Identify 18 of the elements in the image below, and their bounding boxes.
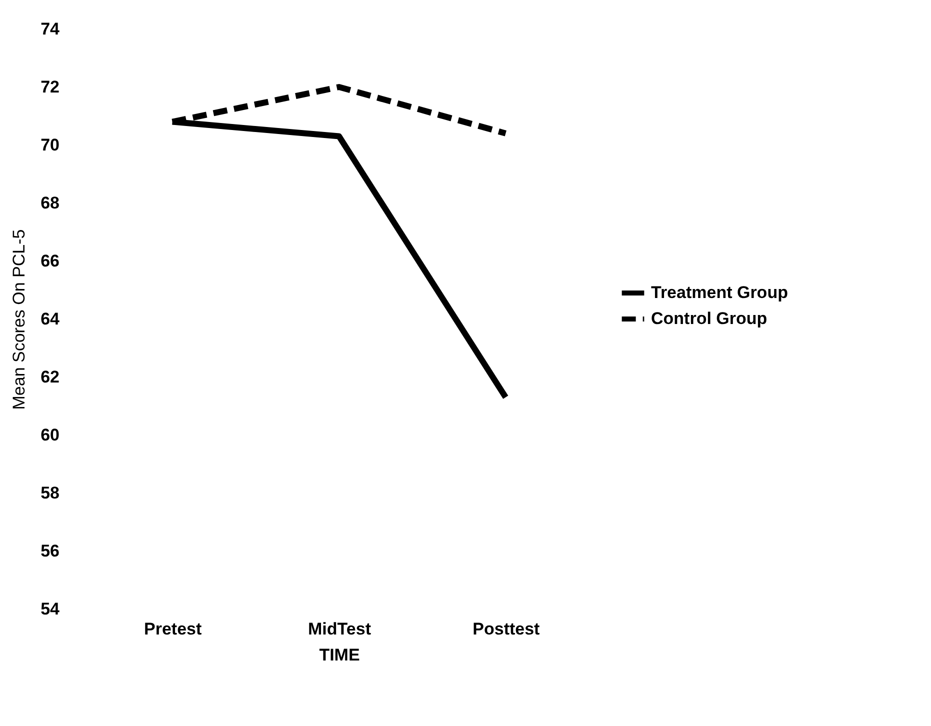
y-axis-title: Mean Scores On PCL-5 [10, 229, 29, 410]
y-tick-label: 56 [40, 542, 60, 560]
y-tick-label: 64 [40, 310, 60, 328]
y-tick-label: 54 [40, 600, 60, 618]
x-tick-label: Pretest [144, 620, 202, 638]
y-tick-label: 72 [40, 78, 60, 96]
y-tick-label: 74 [40, 20, 60, 38]
y-tick-label: 66 [40, 252, 60, 270]
y-tick-label: 58 [40, 484, 60, 502]
legend-label: Treatment Group [651, 283, 788, 302]
x-tick-label: MidTest [308, 620, 372, 638]
legend-label: Control Group [651, 309, 768, 328]
y-tick-label: 68 [40, 194, 60, 212]
y-tick-label: 60 [40, 426, 60, 444]
y-tick-label: 70 [40, 136, 60, 154]
x-tick-label: Posttest [472, 620, 540, 638]
y-tick-label: 62 [40, 368, 60, 386]
x-axis-title: TIME [319, 646, 360, 664]
